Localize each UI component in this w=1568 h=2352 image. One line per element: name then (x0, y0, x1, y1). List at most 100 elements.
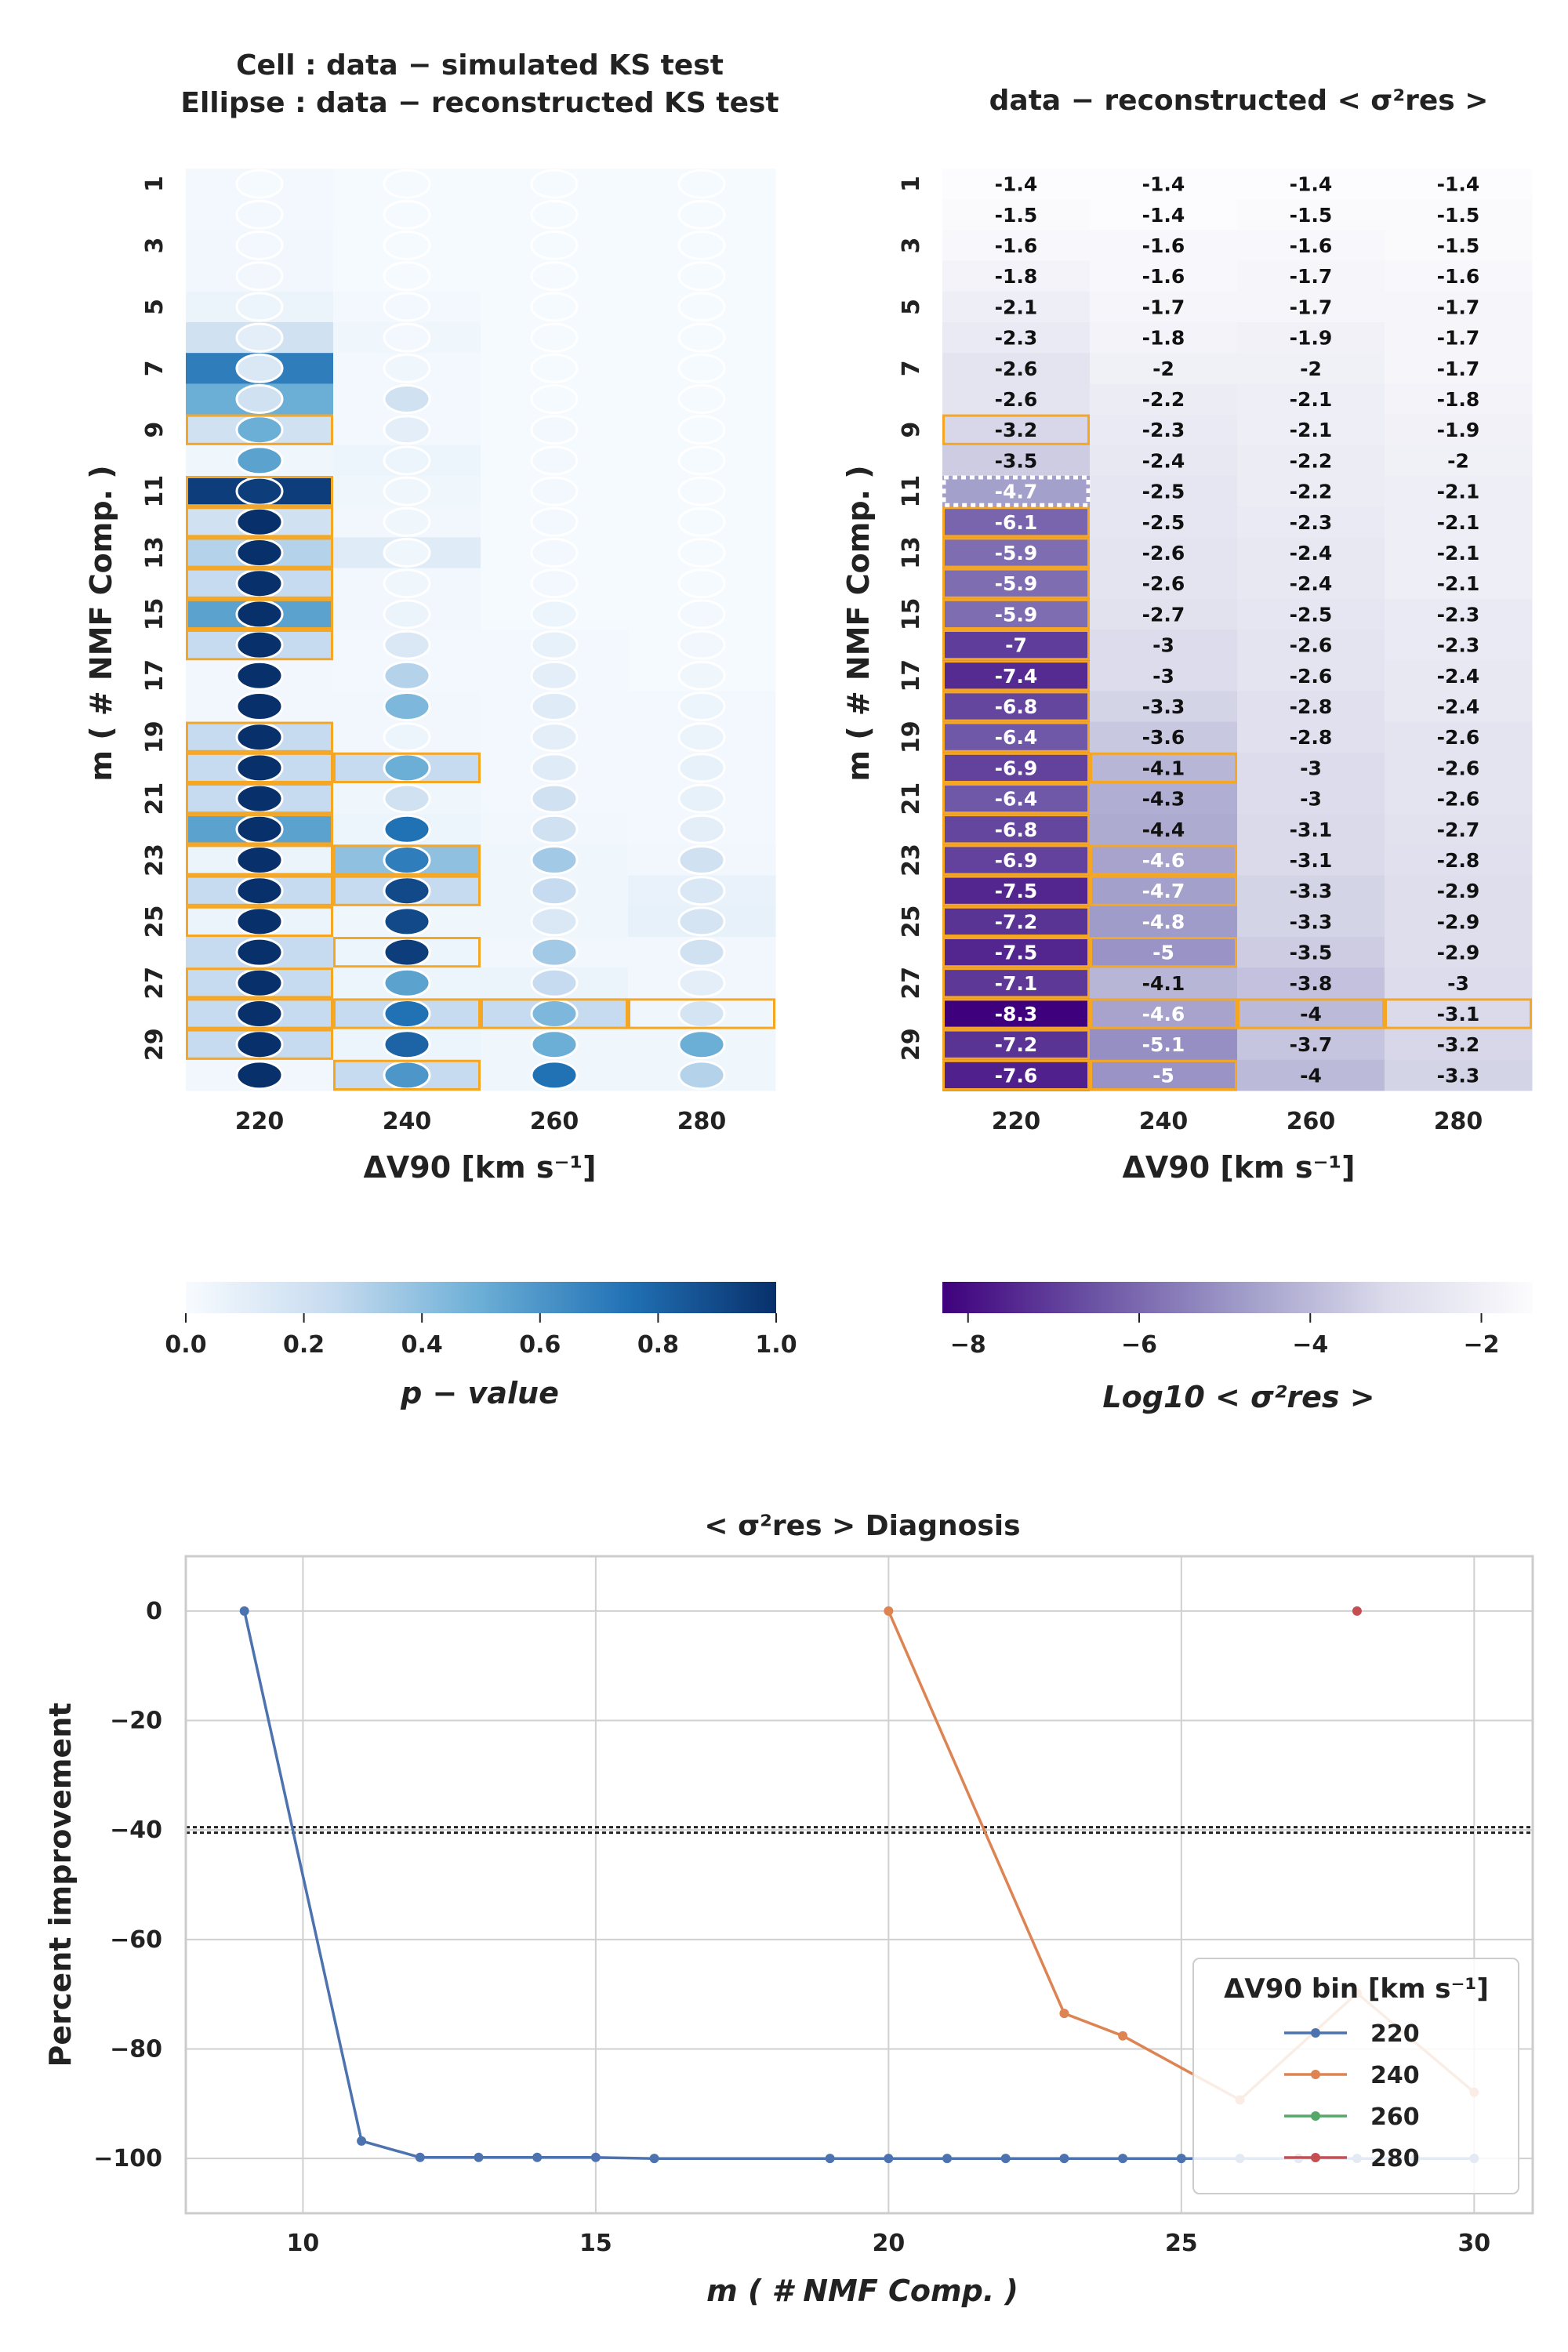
y-tick-label: −80 (110, 2036, 162, 2063)
ks-ellipse (235, 415, 284, 445)
x-tick-label: 10 (287, 2230, 320, 2257)
sigma-cell (1237, 630, 1385, 661)
ks-ellipse (235, 1029, 284, 1060)
legend-title: ΔV90 bin [km s⁻¹] (1224, 1973, 1489, 2005)
sigma-highlight-box (942, 814, 1090, 845)
data-point-220 (474, 2152, 484, 2162)
sigma-y-tick-label: 13 (898, 536, 925, 569)
ks-ellipse (383, 630, 431, 660)
sigma-highlight-box (1090, 998, 1237, 1029)
sigma-cell-label: -3 (1152, 634, 1174, 657)
sigma-cell (1237, 721, 1385, 753)
sigma-cell (1090, 230, 1238, 262)
sigma-cell-label: -2.3 (1142, 419, 1185, 441)
sigma-cell (1090, 169, 1238, 200)
sigma-cell-label: -1.5 (995, 204, 1038, 227)
ks-ellipse (235, 384, 284, 414)
ks-ellipse (677, 322, 726, 353)
sigma-cell-label: -1.6 (995, 234, 1038, 257)
sigma-cell (1385, 476, 1533, 507)
sigma-cell-label: -1.4 (1142, 204, 1185, 227)
ks-ellipse (530, 783, 579, 814)
sigma-cell (1237, 230, 1385, 262)
ks-ellipse (383, 691, 431, 721)
ks-ellipse (235, 322, 284, 353)
sigma-cell (1385, 814, 1533, 845)
ks-y-tick-label: 5 (141, 299, 169, 315)
sigma-cell-label: -3.5 (995, 449, 1038, 472)
sigma-cell-label: -1.6 (1437, 265, 1480, 288)
ks-y-tick-label: 19 (141, 720, 169, 753)
sigma-cell (1385, 906, 1533, 938)
ks-ellipse (383, 967, 431, 998)
ks-highlight-box (186, 568, 333, 599)
ks-ellipse (677, 967, 726, 998)
sigma-cell (942, 691, 1091, 723)
ks-highlight-box (628, 998, 775, 1029)
sigma-cell-label: -3.5 (1290, 942, 1333, 964)
sigma-cell (942, 721, 1091, 753)
ks-highlight-box (333, 998, 481, 1029)
sigma-cell-label: -3.1 (1290, 818, 1333, 841)
ks-ellipse (530, 568, 579, 599)
sigma-cell-label: -2.4 (1290, 542, 1333, 564)
ks-ellipse (530, 906, 579, 937)
ks-ellipse (235, 999, 284, 1029)
sigma-cell-label: -2.6 (995, 388, 1038, 411)
sigma-x-tick-label: 260 (1287, 1108, 1336, 1135)
sigma-cell-label: -2.4 (1290, 572, 1333, 595)
ks-ellipse (677, 814, 726, 844)
sigma-cell-label: -5.9 (995, 572, 1038, 595)
sigma-cell (1385, 783, 1533, 815)
sigma-cell-label: -7 (1005, 634, 1027, 657)
sigma-cell (1090, 875, 1238, 907)
data-point-220 (1000, 2154, 1011, 2164)
sigma-cell (1237, 383, 1385, 416)
ks-highlight-box (186, 875, 333, 906)
data-point-220 (590, 2152, 601, 2162)
sigma-cell-label: -3 (1300, 757, 1322, 779)
sigma-cell-label: -1.6 (1142, 265, 1185, 288)
sigma-cell-label: -2.4 (1437, 695, 1480, 718)
x-tick-label: 30 (1457, 2230, 1490, 2257)
ks-ellipse (530, 353, 579, 383)
ks-colorbar-gradient (186, 1282, 776, 1313)
sigma-cell-label: -4 (1300, 1064, 1322, 1087)
ks-ellipse (235, 261, 284, 292)
ks-ellipse (677, 691, 726, 721)
ks-highlight-box (186, 967, 333, 999)
legend-swatch-marker (1311, 2153, 1320, 2162)
sigma-cell (942, 630, 1091, 661)
sigma-cell-label: -3.8 (1290, 972, 1333, 995)
sigma-cell-label: -3.3 (1437, 1064, 1480, 1087)
sigma-cell-label: -2.5 (1142, 481, 1185, 503)
ks-ellipse (383, 660, 431, 691)
ks-ellipse (530, 599, 579, 630)
sigma-cell (942, 199, 1091, 230)
ks-y-tick-label: 13 (141, 536, 169, 569)
ks-ellipse (677, 230, 726, 260)
y-tick-label: −40 (110, 1817, 162, 1844)
sigma-cell (942, 291, 1091, 323)
ks-ellipse (677, 845, 726, 875)
sigma-cell-label: -2.1 (995, 296, 1038, 318)
ks-ellipse (235, 199, 284, 230)
sigma-cell (942, 875, 1091, 907)
ks-ellipse (677, 999, 726, 1029)
ks-ellipse (677, 169, 726, 199)
sigma-cell (942, 660, 1091, 691)
sigma-cell (1385, 353, 1533, 384)
sigma-cell (1090, 414, 1238, 446)
sigma-cell (1237, 598, 1385, 630)
sigma-cell (1090, 291, 1238, 323)
sigma-cell (942, 998, 1091, 1030)
sigma-cell (1237, 844, 1385, 877)
sigma-cell (1237, 875, 1385, 907)
sigma-cell (1385, 598, 1533, 630)
sigma-cell-label: -5 (1152, 942, 1174, 964)
sigma-highlight-box (942, 414, 1090, 445)
sigma-cell-label: -3.1 (1437, 1003, 1480, 1025)
ks-ellipse (383, 845, 431, 875)
ks-ellipse (383, 876, 431, 906)
ks-colorbar-tick-label: 0.8 (637, 1331, 679, 1359)
